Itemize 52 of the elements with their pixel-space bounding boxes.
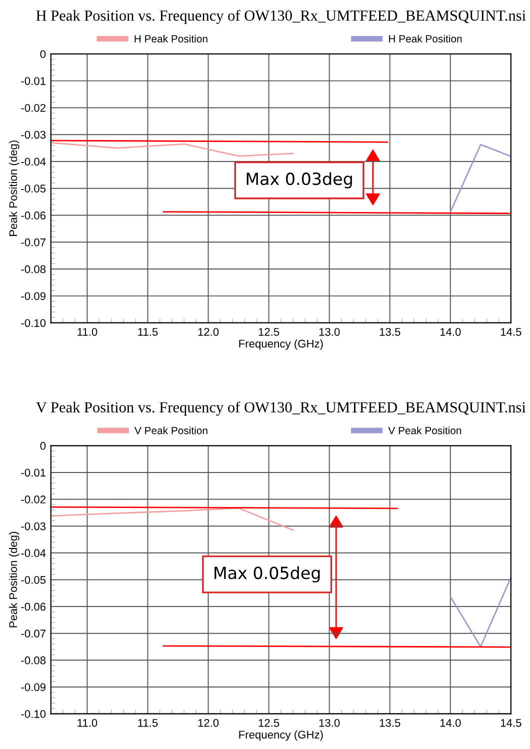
x-tick-label: 12.5: [258, 718, 280, 727]
x-tick-label: 12.5: [258, 328, 280, 336]
y-axis-title: Peak Position (deg): [8, 532, 20, 628]
y-tick-label: -0.05: [21, 184, 46, 193]
y-tick-label: -0.09: [21, 683, 46, 692]
x-tick-label: 14.0: [440, 718, 461, 727]
y-tick-label: -0.03: [21, 522, 46, 530]
annotation: Max 0.05deg: [214, 566, 320, 582]
x-tick-label: 14.5: [500, 719, 522, 727]
x-tick-label: 13.5: [380, 328, 400, 336]
y-tick-label: 0: [40, 442, 46, 450]
y-tick-label: -0.02: [21, 104, 46, 112]
y-tick-label: -0.06: [21, 602, 46, 611]
y-tick-label: -0.08: [21, 656, 46, 664]
y-tick-label: -0.07: [21, 630, 46, 638]
y-tick-label: -0.04: [21, 549, 46, 558]
x-tick-label: 13.5: [380, 718, 400, 727]
y-tick-label: -0.05: [21, 576, 46, 584]
y-tick-label: -0.02: [21, 496, 46, 504]
x-tick-label: 14.0: [440, 328, 461, 336]
legend-label: H Peak Position: [389, 34, 462, 42]
y-tick-label: -0.06: [21, 212, 46, 220]
line-series: [50, 507, 294, 531]
x-tick-label: 12.0: [198, 328, 219, 336]
y-tick-label: -0.07: [21, 238, 46, 246]
chart-title: V Peak Position vs. Frequency of OW130_Rx_UMTFEED_BEAMSQUINT.nsi: [36, 402, 526, 416]
y-tick-label: -0.01: [21, 468, 46, 477]
x-tick-label: 11.5: [138, 328, 158, 336]
legend-label: H Peak Position: [134, 34, 208, 42]
line-series: [50, 142, 294, 157]
x-tick-label: 12.0: [198, 718, 219, 727]
y-tick-label: -0.04: [21, 158, 46, 166]
legend-label: V Peak Position: [388, 426, 462, 434]
y-tick-label: -0.03: [21, 130, 46, 139]
chart-title: H Peak Position vs. Frequency of OW130_Rx_UMTFEED_BEAMSQUINT.nsi: [36, 10, 526, 24]
annotation: Max 0.03deg: [246, 172, 352, 188]
y-axis-title: Peak Position (deg): [8, 140, 20, 236]
y-tick-label: -0.10: [21, 710, 46, 718]
y-tick-label: -0.10: [21, 319, 46, 327]
x-tick-label: 13.0: [319, 718, 340, 727]
x-tick-label: 11.0: [78, 718, 98, 727]
y-tick-label: 0: [40, 50, 46, 58]
x-tick-label: 13.0: [319, 328, 340, 336]
y-tick-label: -0.09: [21, 292, 46, 300]
y-tick-label: -0.08: [21, 265, 46, 274]
x-tick-label: 11.0: [78, 328, 98, 336]
x-axis-title: Frequency (GHz): [239, 730, 323, 741]
x-tick-label: 14.5: [500, 328, 522, 336]
legend-label: V Peak Position: [134, 426, 208, 434]
x-tick-label: 11.5: [138, 719, 158, 727]
y-tick-label: -0.01: [21, 77, 46, 85]
x-axis-title: Frequency (GHz): [239, 339, 323, 350]
